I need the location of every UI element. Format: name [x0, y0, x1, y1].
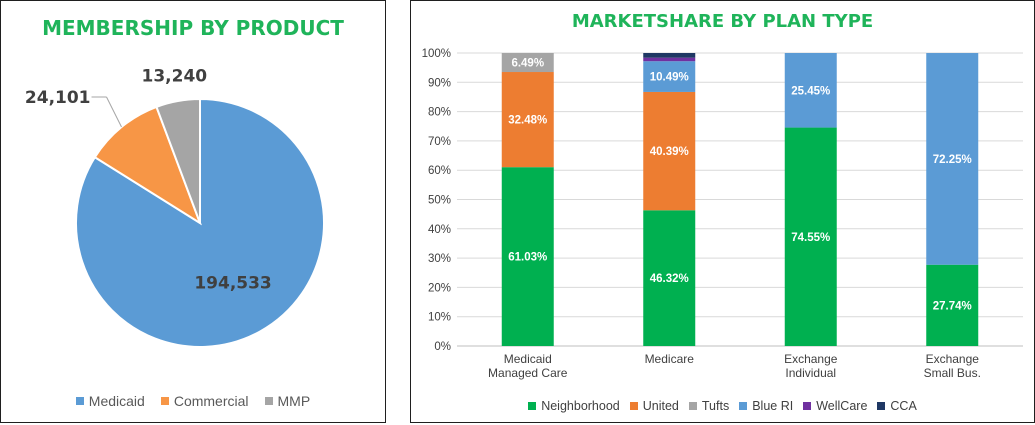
y-tick-label: 100% [422, 48, 451, 60]
y-tick-label: 60% [428, 165, 451, 177]
legend-label-commercial: Commercial [173, 393, 249, 409]
legend-label-mmp: MMP [277, 393, 311, 409]
data-label-neighborhood: 46.32% [650, 273, 689, 285]
legend-item-tufts: Tufts [688, 399, 730, 413]
legend-swatch-tufts [688, 401, 697, 410]
bar-segment-tufts [501, 53, 554, 73]
x-category-label: Small Bus. [924, 366, 981, 380]
x-category-label: Medicaid [504, 352, 552, 366]
legend-label-neighborhood: Neighborhood [541, 399, 620, 413]
y-tick-label: 40% [428, 224, 451, 236]
y-tick-label: 90% [428, 77, 451, 89]
legend-swatch-neighborhood [528, 401, 537, 410]
legend-item-wellcare: WellCare [803, 399, 867, 413]
bar-segment-united [501, 72, 554, 168]
y-tick-label: 0% [434, 341, 451, 353]
data-label-tufts: 6.49% [511, 58, 544, 70]
pie-slice-commercial [93, 105, 202, 226]
x-category-label: Managed Care [488, 366, 568, 380]
legend-label-blue-ri: Blue RI [752, 399, 794, 413]
bar-segment-blue-ri [926, 53, 979, 265]
legend-swatch-cca [877, 401, 886, 410]
legend-swatch-wellcare [803, 401, 812, 410]
legend-label-cca: CCA [890, 399, 917, 413]
bar-chart-panel: MARKETSHARE BY PLAN TYPE 0% 10% 20% 30% 40% 5… [410, 0, 1035, 423]
pie-chart-panel: MEMBERSHIP BY PRODUCT 194,533 24,101 13,24… [0, 0, 386, 423]
bar-segment-cca [643, 53, 696, 58]
legend-swatch-commercial [160, 397, 169, 406]
data-label-blue-ri: 10.49% [650, 72, 689, 84]
y-tick-label: 10% [428, 312, 451, 324]
legend-swatch-mmp [264, 397, 273, 406]
pie-chart-title: MEMBERSHIP BY PRODUCT [42, 16, 344, 40]
data-label-united: 32.48% [508, 115, 547, 127]
pie-legend: Medicaid Commercial MMP [1, 393, 385, 409]
legend-label-united: United [642, 399, 679, 413]
pie-label-mmp: 13,240 [142, 66, 208, 86]
y-tick-label: 30% [428, 253, 451, 265]
x-category-label: Medicare [645, 352, 695, 366]
pie-label-commercial: 24,101 [25, 88, 91, 108]
legend-item-medicaid: Medicaid [75, 393, 145, 409]
legend-swatch-blue-ri [739, 401, 748, 410]
pie-chart: 194,533 24,101 13,240 [25, 66, 325, 348]
legend-label-wellcare: WellCare [816, 399, 868, 413]
pie-slice-mmp [155, 97, 201, 224]
bar-segment-wellcare [643, 57, 696, 62]
legend-item-mmp: MMP [264, 393, 311, 409]
y-tick-label: 50% [428, 195, 451, 207]
legend-swatch-united [629, 401, 638, 410]
bar-segment-neighborhood [784, 127, 837, 346]
bar-segment-neighborhood [501, 167, 554, 346]
x-category-label: Exchange [926, 352, 980, 366]
data-label-united: 40.39% [650, 146, 689, 158]
stacked-bar-chart: 0% 10% 20% 30% 40% 50% 60% 70% 80% 90% 100% 61.03% 3… [422, 48, 1023, 380]
legend-label-medicaid: Medicaid [88, 393, 145, 409]
legend-item-united: United [629, 399, 679, 413]
legend-item-blue-ri: Blue RI [739, 399, 793, 413]
pie-leader-line-commercial [106, 96, 122, 128]
y-tick-label: 70% [428, 136, 451, 148]
x-category-label: Individual [785, 366, 836, 380]
legend-label-tufts: Tufts [701, 399, 730, 413]
data-label-neighborhood: 27.74% [933, 300, 972, 312]
pie-label-medicaid: 194,533 [194, 274, 271, 294]
bar-segment-blue-ri [643, 61, 696, 92]
legend-swatch-medicaid [75, 397, 84, 406]
x-category-label: Exchange [784, 352, 838, 366]
data-label-neighborhood: 74.55% [791, 232, 830, 244]
bar-legend: Neighborhood United Tufts Blue RI WellCare CC… [411, 399, 1034, 413]
legend-item-neighborhood: Neighborhood [528, 399, 620, 413]
bar-segment-neighborhood [643, 210, 696, 346]
legend-item-cca: CCA [877, 399, 917, 413]
data-label-blue-ri: 72.25% [933, 154, 972, 166]
bar-chart-title: MARKETSHARE BY PLAN TYPE [571, 11, 874, 32]
bar-segment-united [643, 91, 696, 211]
bar-segment-blue-ri [784, 53, 837, 128]
data-label-blue-ri: 25.45% [791, 85, 830, 97]
bar-segment-neighborhood [926, 264, 979, 346]
data-label-neighborhood: 61.03% [508, 252, 547, 264]
legend-item-commercial: Commercial [160, 393, 249, 409]
y-tick-label: 20% [428, 282, 451, 294]
y-tick-label: 80% [428, 107, 451, 119]
